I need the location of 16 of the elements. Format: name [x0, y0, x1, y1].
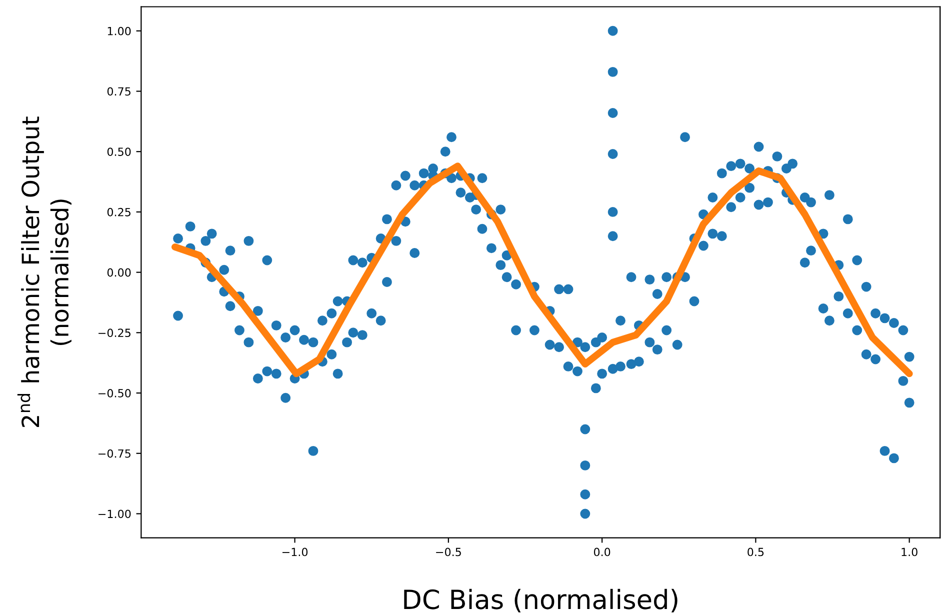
y-tick-label: −0.25 — [98, 328, 130, 338]
y-tick-label: −0.75 — [98, 449, 130, 458]
x-tick-label: 0.5 — [748, 548, 764, 556]
x-tick-label: 1.0 — [902, 548, 918, 556]
x-tick-label: −0.5 — [436, 548, 461, 556]
y-tick-label: −0.50 — [98, 388, 131, 398]
x-tick-label: −1.0 — [282, 548, 308, 556]
x-axis-title: DC Bias (normalised) — [404, 588, 678, 612]
y-tick-label: 0.50 — [107, 148, 131, 156]
y-tick-label: 0.25 — [107, 208, 130, 216]
y-tick-label: −1.00 — [98, 510, 131, 518]
y-tick-label: 1.00 — [108, 26, 131, 36]
x-tick-label: 0.0 — [594, 548, 610, 556]
y-axis-title: 2$^{nd}$ harmonic Filter Output (normalised) — [17, 116, 72, 427]
y-tick-label: 0.00 — [107, 268, 131, 277]
y-tick-label: 0.75 — [107, 87, 130, 96]
